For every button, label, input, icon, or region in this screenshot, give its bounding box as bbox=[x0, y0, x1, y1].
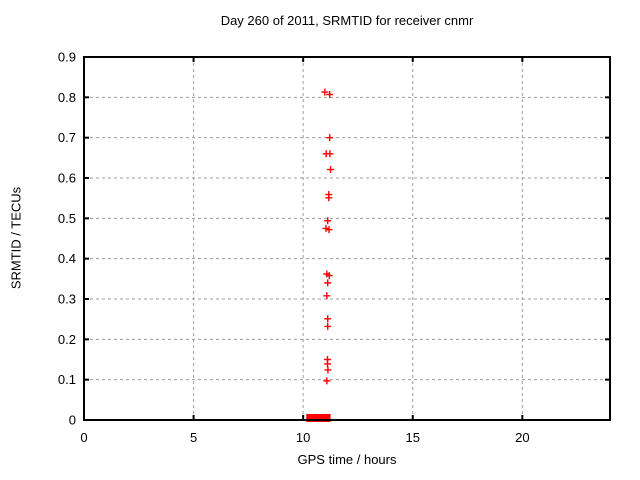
y-tick-label: 0.4 bbox=[58, 251, 76, 266]
y-tick-label: 0.7 bbox=[58, 130, 76, 145]
x-tick-label: 20 bbox=[515, 430, 529, 445]
y-tick-label: 0.1 bbox=[58, 372, 76, 387]
data-point-marker bbox=[323, 292, 331, 300]
data-point-marker bbox=[324, 315, 332, 323]
y-tick-label: 0.8 bbox=[58, 90, 76, 105]
availability-bar bbox=[306, 414, 331, 422]
data-point-marker bbox=[325, 194, 333, 202]
data-point-marker bbox=[326, 91, 334, 99]
x-tick-label: 15 bbox=[406, 430, 420, 445]
x-axis-label: GPS time / hours bbox=[297, 452, 397, 467]
y-tick-label: 0.9 bbox=[58, 50, 76, 65]
data-point-marker bbox=[324, 322, 332, 330]
data-point-marker bbox=[325, 272, 333, 280]
x-tick-label: 0 bbox=[80, 430, 87, 445]
data-point-marker bbox=[323, 377, 331, 385]
data-point-marker bbox=[321, 88, 329, 96]
y-tick-label: 0.3 bbox=[58, 292, 76, 307]
data-point-marker bbox=[327, 166, 335, 174]
data-point-marker bbox=[326, 150, 334, 158]
data-point-marker bbox=[324, 366, 332, 374]
chart-title: Day 260 of 2011, SRMTID for receiver cnm… bbox=[220, 13, 474, 28]
plot-border bbox=[83, 56, 611, 421]
data-point-marker bbox=[326, 134, 334, 142]
y-tick-label: 0.5 bbox=[58, 211, 76, 226]
y-tick-label: 0.6 bbox=[58, 171, 76, 186]
data-point-marker bbox=[324, 279, 332, 287]
data-point-marker bbox=[324, 217, 332, 225]
data-point-marker bbox=[322, 224, 330, 232]
x-tick-label: 5 bbox=[190, 430, 197, 445]
x-tick-label: 10 bbox=[296, 430, 310, 445]
data-point-marker bbox=[323, 360, 331, 368]
data-point-marker bbox=[325, 226, 333, 234]
y-tick-label: 0 bbox=[69, 413, 76, 428]
y-tick-label: 0.2 bbox=[58, 332, 76, 347]
